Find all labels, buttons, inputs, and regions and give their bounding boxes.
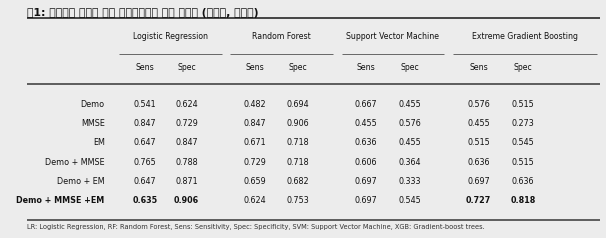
Text: 0.636: 0.636 xyxy=(467,158,490,167)
Text: 0.624: 0.624 xyxy=(175,100,198,109)
Text: Spec: Spec xyxy=(400,63,419,72)
Text: 0.624: 0.624 xyxy=(244,196,267,205)
Text: Demo + EM: Demo + EM xyxy=(57,177,105,186)
Text: 0.647: 0.647 xyxy=(134,138,156,147)
Text: Spec: Spec xyxy=(177,63,196,72)
Text: 0.871: 0.871 xyxy=(175,177,198,186)
Text: 0.727: 0.727 xyxy=(466,196,491,205)
Text: 0.576: 0.576 xyxy=(467,100,490,109)
Text: MMSE: MMSE xyxy=(81,119,105,128)
Text: 0.606: 0.606 xyxy=(355,158,378,167)
Text: Logistic Regression: Logistic Regression xyxy=(133,32,208,41)
Text: EM: EM xyxy=(93,138,105,147)
Text: LR: Logistic Regression, RF: Random Forest, Sens: Sensitivity, Spec: Specificity: LR: Logistic Regression, RF: Random Fore… xyxy=(27,224,485,230)
Text: Demo + MMSE: Demo + MMSE xyxy=(45,158,105,167)
Text: Sens: Sens xyxy=(469,63,488,72)
Text: 표1: 기계학습 모델에 따른 경도인지장애 분류 정확도 (민감도, 특이도): 표1: 기계학습 모델에 따른 경도인지장애 분류 정확도 (민감도, 특이도) xyxy=(27,8,258,18)
Text: 0.906: 0.906 xyxy=(287,119,309,128)
Text: 0.635: 0.635 xyxy=(133,196,158,205)
Text: 0.647: 0.647 xyxy=(134,177,156,186)
Text: 0.729: 0.729 xyxy=(244,158,267,167)
Text: 0.364: 0.364 xyxy=(398,158,421,167)
Text: 0.718: 0.718 xyxy=(287,138,309,147)
Text: 0.455: 0.455 xyxy=(398,138,421,147)
Text: 0.455: 0.455 xyxy=(467,119,490,128)
Text: 0.545: 0.545 xyxy=(511,138,534,147)
Text: 0.818: 0.818 xyxy=(510,196,536,205)
Text: 0.576: 0.576 xyxy=(398,119,421,128)
Text: 0.482: 0.482 xyxy=(244,100,267,109)
Text: 0.636: 0.636 xyxy=(355,138,378,147)
Text: Random Forest: Random Forest xyxy=(252,32,311,41)
Text: 0.636: 0.636 xyxy=(511,177,534,186)
Text: 0.682: 0.682 xyxy=(287,177,309,186)
Text: 0.455: 0.455 xyxy=(398,100,421,109)
Text: 0.455: 0.455 xyxy=(355,119,378,128)
Text: Spec: Spec xyxy=(288,63,307,72)
Text: Spec: Spec xyxy=(513,63,532,72)
Text: 0.729: 0.729 xyxy=(175,119,198,128)
Text: 0.515: 0.515 xyxy=(467,138,490,147)
Text: 0.694: 0.694 xyxy=(287,100,309,109)
Text: 0.659: 0.659 xyxy=(244,177,267,186)
Text: 0.765: 0.765 xyxy=(134,158,156,167)
Text: 0.515: 0.515 xyxy=(511,100,534,109)
Text: 0.847: 0.847 xyxy=(244,119,267,128)
Text: 0.906: 0.906 xyxy=(174,196,199,205)
Text: 0.273: 0.273 xyxy=(511,119,534,128)
Text: 0.515: 0.515 xyxy=(511,158,534,167)
Text: 0.697: 0.697 xyxy=(355,196,378,205)
Text: Support Vector Machine: Support Vector Machine xyxy=(346,32,439,41)
Text: 0.847: 0.847 xyxy=(175,138,198,147)
Text: 0.697: 0.697 xyxy=(355,177,378,186)
Text: 0.697: 0.697 xyxy=(467,177,490,186)
Text: Demo: Demo xyxy=(81,100,105,109)
Text: 0.667: 0.667 xyxy=(355,100,378,109)
Text: 0.847: 0.847 xyxy=(134,119,156,128)
Text: Sens: Sens xyxy=(136,63,155,72)
Text: Extreme Gradient Boosting: Extreme Gradient Boosting xyxy=(472,32,578,41)
Text: 0.788: 0.788 xyxy=(175,158,198,167)
Text: Sens: Sens xyxy=(357,63,376,72)
Text: 0.545: 0.545 xyxy=(398,196,421,205)
Text: Demo + MMSE +EM: Demo + MMSE +EM xyxy=(16,196,105,205)
Text: 0.753: 0.753 xyxy=(287,196,309,205)
Text: Sens: Sens xyxy=(245,63,264,72)
Text: 0.541: 0.541 xyxy=(134,100,156,109)
Text: 0.718: 0.718 xyxy=(287,158,309,167)
Text: 0.671: 0.671 xyxy=(244,138,267,147)
Text: 0.333: 0.333 xyxy=(398,177,421,186)
